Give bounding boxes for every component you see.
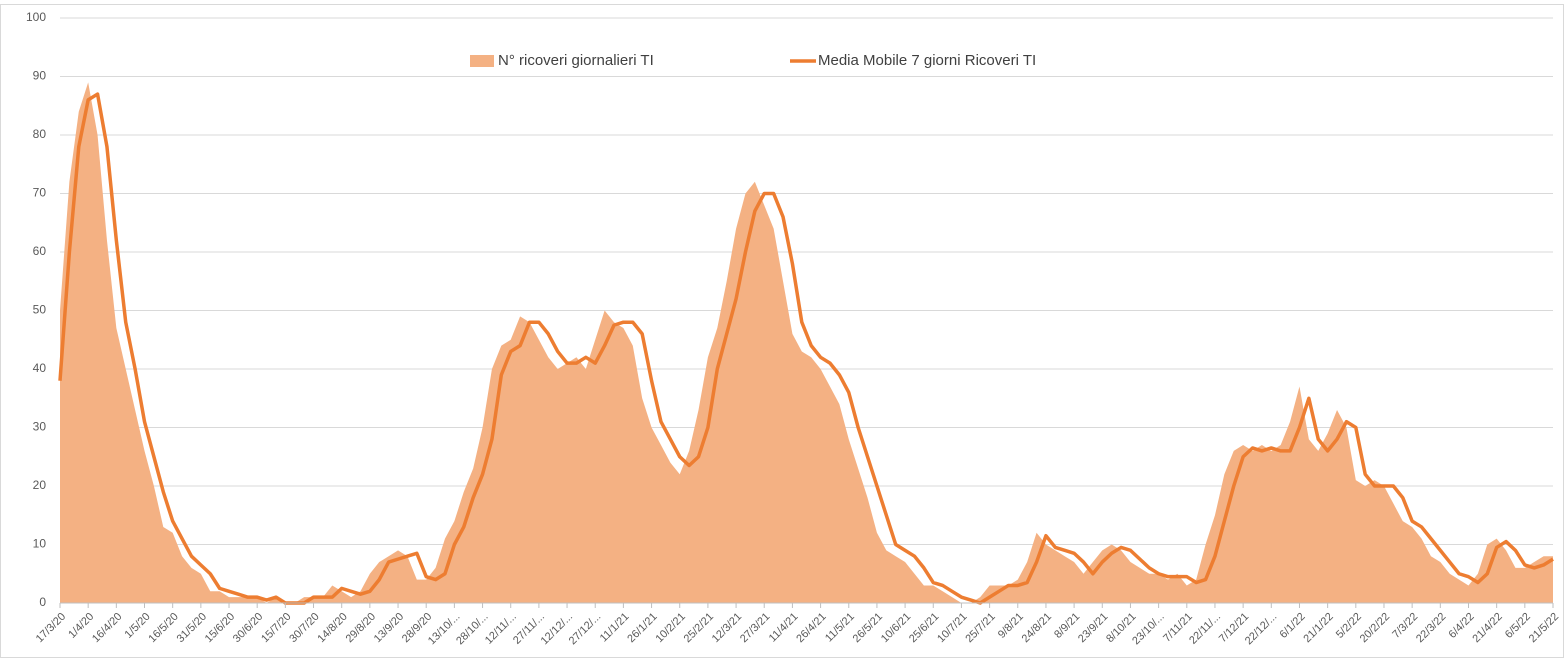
y-tick-label: 10: [33, 537, 47, 551]
x-tick-label: 11/5/21: [823, 611, 857, 645]
x-tick-label: 20/2/22: [1358, 611, 1392, 645]
x-tick-label: 10/7/21: [935, 611, 969, 645]
x-tick-label: 12/3/21: [710, 611, 744, 645]
x-tick-label: 21/1/22: [1301, 611, 1335, 645]
x-tick-label: 10/6/21: [879, 611, 913, 645]
x-tick-label: 26/5/21: [851, 611, 885, 645]
line: [58, 92, 1554, 605]
x-tick-label: 15/7/20: [259, 611, 293, 645]
y-tick-label: 30: [33, 420, 47, 434]
y-tick-label: 0: [39, 595, 46, 609]
x-tick-label: 17/3/20: [34, 611, 68, 645]
legend-label: N° ricoveri giornalieri TI: [498, 52, 654, 69]
x-tick-label: 10/2/21: [653, 611, 687, 645]
x-tick-label: 29/8/20: [344, 611, 378, 645]
chart-frame: [0, 4, 1564, 658]
y-tick-label: 70: [33, 186, 47, 200]
x-tick-label: 27/3/21: [738, 611, 772, 645]
x-tick-label: 16/5/20: [146, 611, 180, 645]
x-tick-label: 27/12/...: [567, 611, 604, 648]
y-tick-label: 20: [33, 478, 47, 492]
x-tick-label: 30/7/20: [287, 611, 321, 645]
y-tick-label: 90: [33, 69, 47, 83]
x-tick-label: 31/5/20: [175, 611, 209, 645]
x-tick-label: 22/12/...: [1243, 611, 1280, 648]
x-tick-label: 22/11/...: [1187, 611, 1223, 647]
x-tick-label: 30/6/20: [231, 611, 265, 645]
area: [60, 82, 1553, 604]
y-tick-label: 100: [26, 10, 46, 24]
legend-swatch: [470, 55, 494, 67]
x-tick-label: 22/3/22: [1414, 611, 1448, 645]
x-tick-label: 14/8/20: [315, 611, 349, 645]
x-tick-label: 26/1/21: [625, 611, 659, 645]
x-tick-label: 13/9/20: [372, 611, 406, 645]
x-tick-label: 25/7/21: [963, 611, 997, 645]
y-tick-label: 80: [33, 127, 47, 141]
x-tick-label: 25/6/21: [907, 611, 941, 645]
y-tick-label: 60: [33, 244, 47, 258]
y-tick-label: 40: [33, 361, 47, 375]
x-tick-label: 24/8/21: [1020, 611, 1054, 645]
x-tick-label: 26/4/21: [794, 611, 828, 645]
legend-label: Media Mobile 7 giorni Ricoveri TI: [818, 52, 1036, 69]
x-tick-label: 23/10/...: [1130, 611, 1167, 648]
x-tick-label: 21/5/22: [1527, 611, 1561, 645]
x-tick-label: 25/2/21: [682, 611, 716, 645]
y-tick-label: 50: [33, 303, 47, 317]
x-tick-label: 21/4/22: [1470, 611, 1504, 645]
x-tick-label: 15/6/20: [203, 611, 237, 645]
x-tick-label: 23/9/21: [1076, 611, 1110, 645]
x-tick-label: 16/4/20: [90, 611, 124, 645]
x-tick-label: 11/4/21: [767, 611, 801, 645]
x-tick-label: 11/1/21: [598, 611, 632, 645]
